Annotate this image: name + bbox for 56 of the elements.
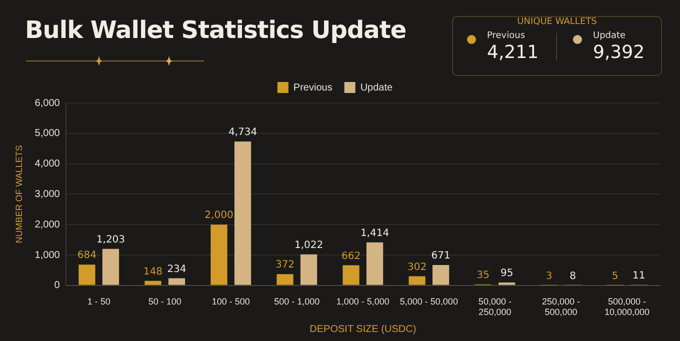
data-label: 8 (570, 270, 576, 282)
data-label: 302 (408, 262, 427, 273)
data-label: 5 (612, 270, 618, 282)
bar (276, 274, 294, 285)
text: UNIQUE WALLETS (511, 17, 603, 27)
x-tick-label: 250,000 - 500,000 (542, 296, 580, 318)
bar (102, 248, 120, 285)
legend-label: Update (360, 82, 394, 94)
y-tick-label: 0 (54, 280, 60, 292)
text: Previous (487, 31, 526, 41)
data-label: 11 (632, 270, 646, 282)
x-axis-title: DEPOSIT SIZE (USDC) (310, 324, 416, 335)
x-tick-label: 5,000 - 50,000 (400, 296, 458, 306)
bar (342, 265, 360, 285)
x-tick-label: 100 - 500 (212, 296, 250, 306)
data-label: 148 (143, 266, 163, 278)
data-label: 1,022 (294, 240, 324, 251)
x-tick-label: 500 - 1,000 (274, 296, 320, 306)
y-tick-label: 5,000 (34, 128, 60, 140)
x-tick-label: 500,000 - 10,000,000 (604, 296, 650, 318)
data-label: 1,414 (360, 228, 390, 240)
bar (432, 265, 450, 285)
data-label: 95 (500, 268, 514, 280)
legend-label: Previous (293, 82, 332, 94)
data-label: 2,000 (204, 210, 234, 222)
bar (234, 141, 252, 285)
text: Update (593, 31, 626, 41)
y-tick-label: 6,000 (34, 98, 60, 109)
bar (78, 264, 96, 285)
x-tick-label: 50,000 - 250,000 (478, 296, 512, 318)
x-tick-label: 1,000 - 5,000 (336, 296, 390, 306)
bar (168, 278, 186, 285)
bar (300, 254, 318, 285)
bar (366, 242, 384, 285)
y-axis-title: NUMBER OF WALLETS (14, 145, 24, 244)
data-label: 4,734 (228, 127, 258, 138)
data-label: 372 (275, 260, 295, 271)
bar (210, 224, 228, 285)
data-label: 35 (476, 270, 490, 281)
chart-title: Bulk Wallet Statistics Update (25, 16, 406, 44)
x-tick-label: 50 - 100 (148, 296, 182, 306)
y-tick-label: 2,000 (34, 219, 60, 230)
y-tick-label: 3,000 (34, 188, 60, 200)
y-tick-label: 4,000 (34, 158, 60, 170)
data-label: 3 (546, 270, 552, 282)
text: 4,211 (487, 42, 539, 63)
data-label: 671 (431, 250, 450, 262)
data-label: 1,203 (96, 234, 126, 246)
text: 9,392 (593, 42, 645, 63)
bar (408, 276, 426, 285)
data-label: 234 (167, 264, 186, 275)
data-label: 662 (341, 250, 361, 262)
bar (144, 280, 162, 285)
data-label: 684 (77, 250, 96, 262)
y-tick-label: 1,000 (34, 250, 60, 261)
x-tick-label: 1 - 50 (87, 296, 110, 306)
